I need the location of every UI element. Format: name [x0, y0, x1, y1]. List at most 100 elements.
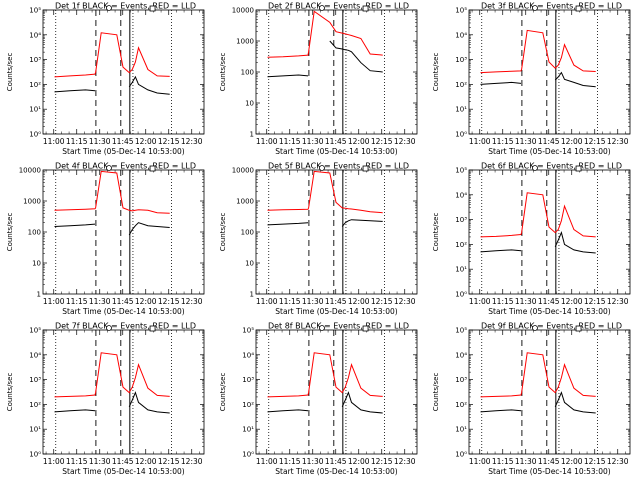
- panel-title: Det 1f BLACK = Events, RED = LLD: [55, 2, 196, 11]
- x-tick-label: 11:30: [89, 297, 111, 306]
- x-axis-title: Start Time (05-Dec-14 10:53:00): [488, 307, 610, 316]
- x-tick-label: 12:30: [607, 457, 629, 466]
- orbit-circle-marker: [532, 165, 538, 171]
- events-series-line: [54, 75, 170, 95]
- y-tick-label: 10: [32, 260, 41, 268]
- x-tick-label: 12:00: [348, 137, 370, 146]
- detector-panel-1: Det 1f BLACK = Events, RED = LLD 10⁰ 10¹ 10…: [6, 2, 205, 156]
- orbit-square-marker: [362, 5, 369, 12]
- x-tick-label: 11:00: [469, 457, 491, 466]
- x-axis-title: Start Time (05-Dec-14 10:53:00): [62, 307, 184, 316]
- plot-frame: [42, 9, 205, 135]
- detector-panel-2: Det 2f BLACK = Events, RED = LLD 1 10 100 10…: [219, 2, 418, 156]
- x-tick-label: 11:15: [279, 457, 301, 466]
- y-tick-label: 10⁰: [29, 131, 41, 139]
- panel-title: Det 8f BLACK = Events, RED = LLD: [268, 322, 409, 331]
- y-axis-title: Counts/sec: [432, 373, 440, 412]
- y-tick-label: 10⁴: [455, 351, 467, 359]
- detector-panel-5: Det 5f BLACK = Events, RED = LLD 1 10 100 10…: [219, 162, 418, 316]
- x-tick-label: 11:45: [325, 457, 347, 466]
- orbit-square-marker: [575, 5, 582, 12]
- y-tick-label: 10¹: [29, 106, 41, 114]
- y-tick-label: 10¹: [455, 426, 467, 434]
- y-tick-label: 10²: [455, 81, 467, 89]
- x-tick-label: 11:15: [492, 297, 514, 306]
- events-series-line: [267, 219, 383, 227]
- y-tick-label: 10⁰: [455, 451, 467, 459]
- y-tick-label: 10000: [232, 7, 254, 15]
- y-tick-label: 10¹: [242, 426, 254, 434]
- y-tick-label: 10⁰: [29, 451, 41, 459]
- lld-series-line: [480, 352, 596, 398]
- x-tick-label: 12:00: [348, 297, 370, 306]
- y-tick-label: 10³: [455, 56, 467, 64]
- y-tick-label: 1000: [23, 198, 41, 206]
- x-tick-label: 11:45: [325, 137, 347, 146]
- events-series-line: [480, 391, 596, 414]
- y-tick-label: 10: [245, 100, 254, 108]
- x-axis-title: Start Time (05-Dec-14 10:53:00): [488, 147, 610, 156]
- y-tick-label: 10²: [455, 241, 467, 249]
- x-tick-label: 11:45: [112, 297, 134, 306]
- plot-frame: [42, 169, 205, 295]
- orbit-square-marker: [362, 165, 369, 172]
- plot-frame: [255, 9, 418, 135]
- panel-title: Det 4f BLACK = Events, RED = LLD: [55, 162, 196, 171]
- lld-series-line: [54, 352, 170, 398]
- plot-frame: [468, 9, 631, 135]
- x-tick-label: 12:15: [584, 297, 606, 306]
- x-tick-label: 12:00: [561, 457, 583, 466]
- y-tick-label: 10¹: [29, 426, 41, 434]
- y-tick-label: 100: [241, 69, 254, 77]
- x-tick-label: 11:15: [66, 297, 88, 306]
- x-tick-label: 11:45: [538, 137, 560, 146]
- plot-frame: [468, 329, 631, 455]
- y-tick-label: 10⁴: [29, 31, 41, 39]
- plot-frame: [255, 169, 418, 295]
- plot-frame: [468, 169, 631, 295]
- x-tick-label: 12:15: [584, 137, 606, 146]
- x-tick-label: 11:30: [89, 137, 111, 146]
- y-tick-label: 10000: [232, 167, 254, 175]
- x-tick-label: 11:30: [89, 457, 111, 466]
- panel-title: Det 3f BLACK = Events, RED = LLD: [481, 2, 622, 11]
- orbit-square-marker: [575, 165, 582, 172]
- y-axis-title: Counts/sec: [6, 53, 14, 92]
- x-axis-title: Start Time (05-Dec-14 10:53:00): [275, 307, 397, 316]
- orbit-circle-marker: [106, 165, 112, 171]
- x-tick-label: 12:00: [561, 297, 583, 306]
- lld-series-line: [54, 170, 170, 214]
- detector-panel-3: Det 3f BLACK = Events, RED = LLD 10⁰ 10¹ 10…: [432, 2, 631, 156]
- lld-series-line: [267, 352, 383, 398]
- y-tick-label: 10⁰: [455, 131, 467, 139]
- y-tick-label: 10²: [29, 401, 41, 409]
- x-tick-label: 11:30: [302, 297, 324, 306]
- x-tick-label: 11:00: [43, 457, 65, 466]
- x-tick-label: 12:30: [607, 297, 629, 306]
- y-tick-label: 10⁴: [455, 31, 467, 39]
- y-tick-label: 10¹: [455, 266, 467, 274]
- y-axis-title: Counts/sec: [432, 53, 440, 92]
- events-series-line: [54, 391, 170, 414]
- y-axis-title: Counts/sec: [219, 373, 227, 412]
- x-tick-label: 11:30: [515, 457, 537, 466]
- y-tick-label: 10¹: [455, 106, 467, 114]
- events-series-line: [480, 231, 596, 254]
- y-tick-label: 1000: [236, 198, 254, 206]
- y-tick-label: 10³: [29, 376, 41, 384]
- lld-series-line: [267, 10, 383, 58]
- x-axis-title: Start Time (05-Dec-14 10:53:00): [275, 467, 397, 476]
- x-tick-label: 12:30: [394, 457, 416, 466]
- y-tick-label: 10³: [455, 216, 467, 224]
- detector-panel-6: Det 6f BLACK = Events, RED = LLD 10⁰ 10¹ 10…: [432, 162, 631, 316]
- x-tick-label: 11:00: [43, 297, 65, 306]
- x-tick-label: 11:30: [515, 137, 537, 146]
- detector-panel-9: Det 9f BLACK = Events, RED = LLD 10⁰ 10¹ 10…: [432, 322, 631, 476]
- lld-series-line: [54, 32, 170, 78]
- x-tick-label: 12:15: [158, 297, 180, 306]
- x-tick-label: 11:30: [302, 137, 324, 146]
- orbit-square-marker: [149, 5, 156, 12]
- detector-panel-7: Det 7f BLACK = Events, RED = LLD 10⁰ 10¹ 10…: [6, 322, 205, 476]
- x-tick-label: 11:15: [279, 297, 301, 306]
- y-tick-label: 10000: [19, 167, 41, 175]
